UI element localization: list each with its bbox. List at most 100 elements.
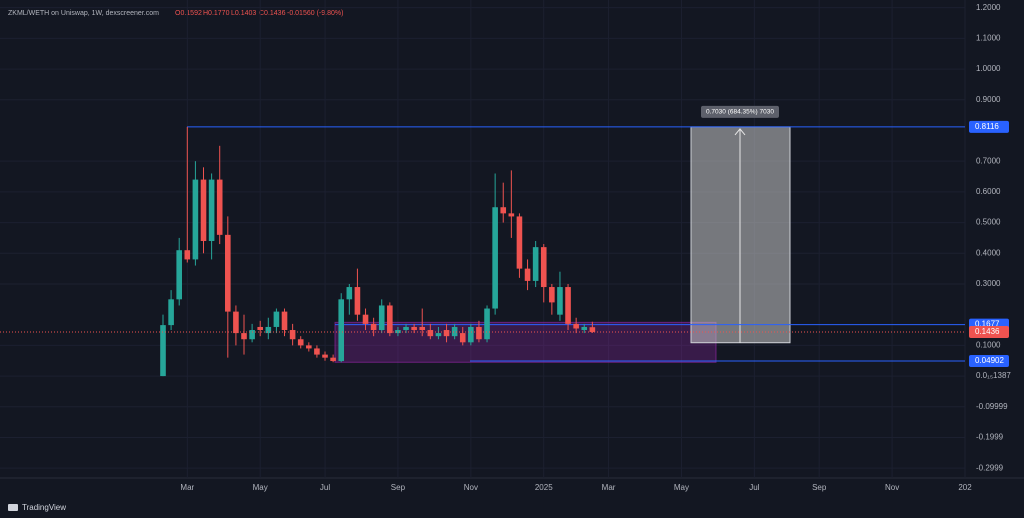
candle-body: [549, 287, 555, 303]
x-tick-label: Jul: [320, 483, 330, 492]
level-tag: [969, 120, 1009, 133]
candle-body: [322, 354, 328, 358]
status-value: O0.1592: [175, 10, 202, 17]
candle-body: [508, 213, 515, 217]
measure-label: 0.7030 (684.35%) 7030: [706, 109, 774, 116]
x-tick-label: 2025: [535, 483, 553, 492]
price-tag: [969, 325, 1009, 338]
y-tick-label: 0.7000: [976, 156, 1001, 165]
y-tick-label: 0.3000: [976, 279, 1001, 288]
candle-body: [362, 314, 369, 324]
candle-body: [500, 207, 507, 214]
candle-body: [468, 326, 474, 343]
candle-body: [589, 327, 596, 332]
candle-body: [225, 234, 231, 312]
candle-body: [338, 299, 345, 362]
x-tick-label: May: [674, 483, 689, 492]
candle-body: [484, 308, 490, 340]
y-tick-label: 1.1000: [976, 33, 1001, 42]
candle-body: [492, 207, 498, 309]
branding-logo: [8, 504, 18, 511]
candle-body: [370, 323, 377, 331]
candle-body: [192, 179, 199, 260]
y-tick-label: 0.9000: [976, 95, 1001, 104]
status-value: -0.01560 (-9.80%): [287, 10, 343, 17]
candle-body: [241, 333, 247, 340]
candle-body: [216, 179, 223, 235]
candle-body: [354, 287, 361, 315]
level-tag-label: 0.8116: [975, 122, 999, 131]
x-tick-label: May: [253, 483, 268, 492]
candle-body: [176, 250, 183, 300]
candle-body: [403, 326, 409, 331]
y-tick-label: 0.5000: [976, 218, 1001, 227]
branding[interactable]: TradingView: [22, 503, 66, 512]
y-tick-label: 0.4000: [976, 248, 1001, 257]
candle-body: [346, 287, 353, 300]
y-tick-label: -0.1999: [976, 433, 1004, 442]
candle-body: [378, 305, 385, 331]
y-tick-label: 1.2000: [976, 3, 1001, 12]
candle-body: [330, 357, 336, 362]
candle-body: [265, 326, 272, 334]
y-tick-label: 0.1000: [976, 340, 1001, 349]
candle-body: [532, 247, 539, 281]
x-tick-label: 202: [958, 483, 972, 492]
candle-body: [208, 179, 215, 241]
candle-body: [581, 326, 588, 331]
candle-body: [443, 330, 450, 337]
status-value: H0.1770: [203, 10, 230, 17]
x-tick-label: Mar: [180, 483, 194, 492]
measure-arrowhead: [734, 128, 746, 136]
candle-body: [427, 330, 434, 337]
candle-body: [540, 247, 547, 288]
candle-body: [387, 305, 393, 334]
candle-body: [233, 311, 239, 334]
candle-body: [557, 287, 563, 315]
status-value: C0.1436: [259, 10, 286, 17]
x-tick-label: Nov: [885, 483, 899, 492]
level-tag-label: 0.1677: [975, 320, 1000, 329]
candle-body: [281, 311, 288, 331]
x-tick-label: Sep: [391, 483, 406, 492]
price-tag-label: 0.1436: [975, 327, 1000, 336]
candle-body: [435, 333, 442, 337]
candle-body: [524, 268, 531, 281]
candle-body: [565, 287, 571, 324]
measure-label-box: [701, 105, 779, 118]
level-tag-label: 0.04902: [975, 356, 1004, 365]
candle-body: [297, 339, 304, 346]
candle-body: [516, 216, 523, 269]
candle-body: [249, 330, 255, 340]
candle-body: [419, 326, 426, 331]
candle-body: [314, 348, 320, 355]
candle-body: [257, 326, 264, 331]
x-tick-label: Jul: [749, 483, 759, 492]
status-value: L0.1403: [231, 10, 256, 17]
candle-body: [411, 326, 417, 331]
candle-body: [476, 326, 482, 340]
x-tick-label: Mar: [602, 483, 616, 492]
range-zone: [334, 321, 717, 363]
y-tick-label: -0.2999: [976, 463, 1004, 472]
level-tag: [969, 355, 1009, 368]
candle-body: [273, 311, 280, 327]
candle-body: [451, 326, 458, 337]
chart-title: ZKML/WETH on Uniswap, 1W, dexscreener.co…: [8, 10, 159, 17]
candle-body: [184, 250, 191, 260]
candle-body: [395, 330, 401, 334]
y-tick-label: 0.0₁₅1387: [976, 371, 1011, 380]
x-tick-label: Nov: [464, 483, 478, 492]
candle-body: [289, 330, 296, 340]
candle-body: [306, 345, 312, 349]
candle-body: [459, 333, 466, 343]
candle-body: [200, 179, 207, 241]
candle-body: [573, 323, 579, 329]
y-tick-label: 1.0000: [976, 64, 1001, 73]
y-tick-label: -0.09999: [976, 402, 1008, 411]
candle-body: [160, 325, 166, 377]
x-tick-label: Sep: [812, 483, 827, 492]
candle-body: [168, 299, 174, 326]
